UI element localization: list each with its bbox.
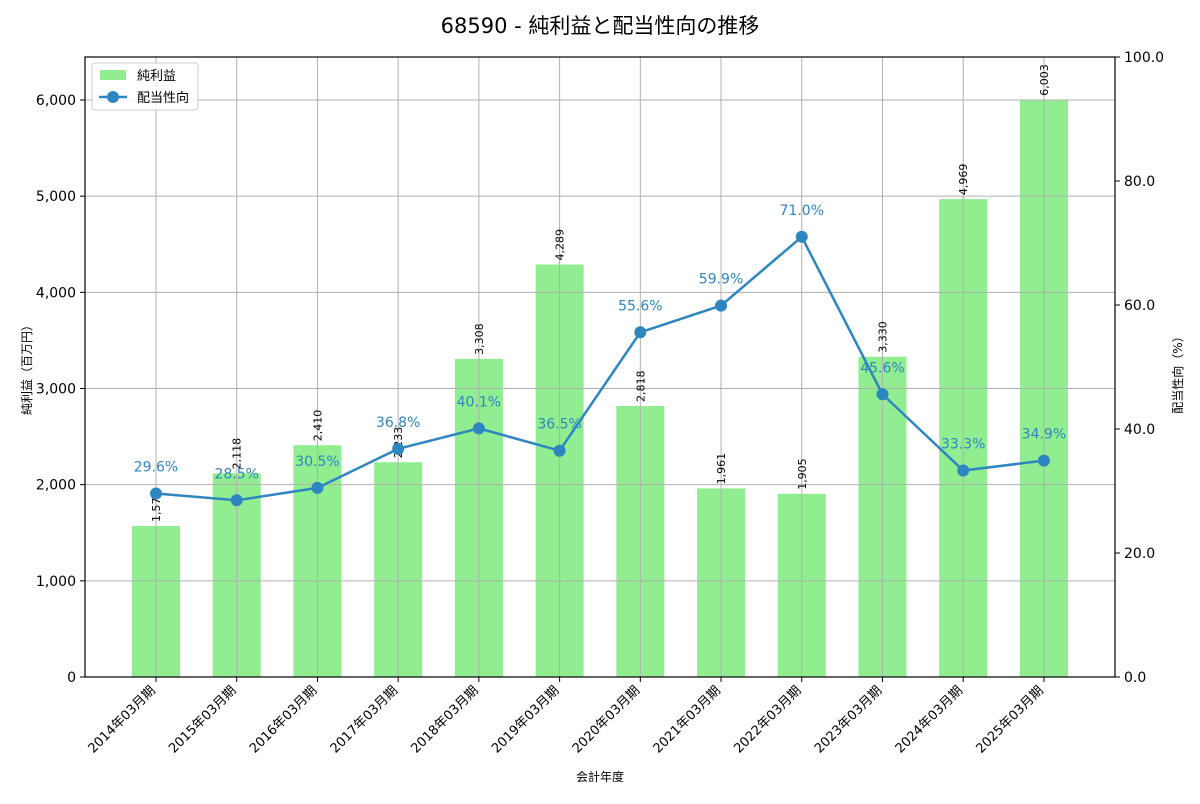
x-tick-label: 2015年03月期: [166, 683, 239, 756]
y-tick-label: 1,000: [36, 574, 76, 590]
y-tick-label: 3,000: [36, 381, 76, 397]
x-tick-label: 2018年03月期: [408, 683, 481, 756]
payout-ratio-label: 40.1%: [457, 394, 501, 410]
y-tick-label: 4,000: [36, 285, 76, 301]
payout-ratio-marker: [311, 481, 324, 494]
payout-ratio-marker: [634, 326, 647, 339]
payout-ratio-marker: [957, 464, 970, 477]
bar-value-label: 6,003: [1038, 64, 1051, 96]
payout-ratio-marker: [715, 299, 728, 312]
y-axis-label: 純利益（百万円）: [20, 319, 34, 415]
payout-ratio-label: 59.9%: [699, 272, 743, 288]
payout-ratio-label: 33.3%: [941, 437, 985, 453]
bar-value-label: 4,969: [957, 164, 970, 196]
payout-ratio-marker: [392, 442, 405, 455]
payout-ratio-label: 55.6%: [618, 298, 662, 314]
x-tick-label: 2017年03月期: [328, 683, 401, 756]
y2-tick-label: 40.0: [1124, 422, 1155, 438]
bar-value-label: 2,818: [634, 370, 647, 402]
x-tick-label: 2022年03月期: [731, 683, 804, 756]
y2-tick-label: 80.0: [1124, 174, 1155, 190]
bar-value-label: 2,410: [311, 410, 324, 442]
x-tick-label: 2024年03月期: [893, 683, 966, 756]
payout-ratio-label: 34.9%: [1022, 427, 1066, 443]
plot-frame: [84, 56, 1116, 678]
y2-tick-label: 60.0: [1124, 298, 1155, 314]
x-tick-label: 2023年03月期: [812, 683, 885, 756]
y2-axis-label: 配当性向（%）: [1170, 330, 1185, 413]
bar-value-label: 1,961: [715, 453, 728, 485]
payout-ratio-label: 45.6%: [860, 360, 904, 376]
payout-ratio-marker: [150, 487, 162, 500]
bar-value-label: 4,289: [554, 229, 567, 261]
x-tick-label: 2014年03月期: [86, 683, 159, 756]
y2-tick-label: 100.0: [1124, 50, 1164, 66]
y-tick-label: 2,000: [36, 478, 76, 494]
payout-ratio-marker: [553, 444, 566, 457]
payout-ratio-marker: [1037, 454, 1050, 467]
y2-tick-label: 20.0: [1124, 546, 1155, 562]
y-tick-label: 5,000: [36, 189, 76, 205]
payout-ratio-marker: [472, 422, 485, 435]
x-tick-label: 2021年03月期: [651, 683, 724, 756]
y2-tick-label: 0.0: [1124, 670, 1146, 686]
payout-ratio-label: 36.8%: [376, 415, 420, 431]
payout-ratio-line: [155, 234, 1045, 502]
payout-ratio-marker: [876, 388, 889, 401]
payout-ratio-label: 36.5%: [537, 417, 581, 433]
chart-title: 68590 - 純利益と配当性向の推移: [440, 14, 760, 38]
payout-ratio-label: 28.5%: [214, 466, 258, 482]
payout-ratio-marker: [230, 494, 243, 507]
bar-value-label: 2,118: [231, 438, 244, 470]
legend-label-payout-ratio: 配当性向: [137, 90, 189, 106]
x-tick-label: 2025年03月期: [973, 683, 1046, 756]
legend-bar-swatch-icon: [100, 70, 126, 80]
bar-value-label: 1,905: [796, 458, 809, 490]
bar-value-label: 3,308: [473, 323, 486, 355]
payout-ratio-marker: [795, 230, 808, 243]
x-tick-label: 2019年03月期: [489, 683, 562, 756]
payout-ratio-label: 71.0%: [780, 203, 824, 219]
x-axis-label: 会計年度: [576, 769, 624, 784]
legend-label-net-income: 純利益: [137, 69, 176, 84]
y-tick-label: 0: [67, 670, 76, 686]
payout-ratio-label: 29.6%: [134, 459, 178, 475]
x-tick-label: 2020年03月期: [570, 683, 643, 756]
x-tick-label: 2016年03月期: [247, 683, 320, 756]
bar-value-label: 3,330: [876, 321, 889, 353]
y-tick-label: 6,000: [36, 93, 76, 109]
payout-ratio-label: 30.5%: [295, 454, 339, 470]
legend-marker-icon: [107, 91, 119, 103]
